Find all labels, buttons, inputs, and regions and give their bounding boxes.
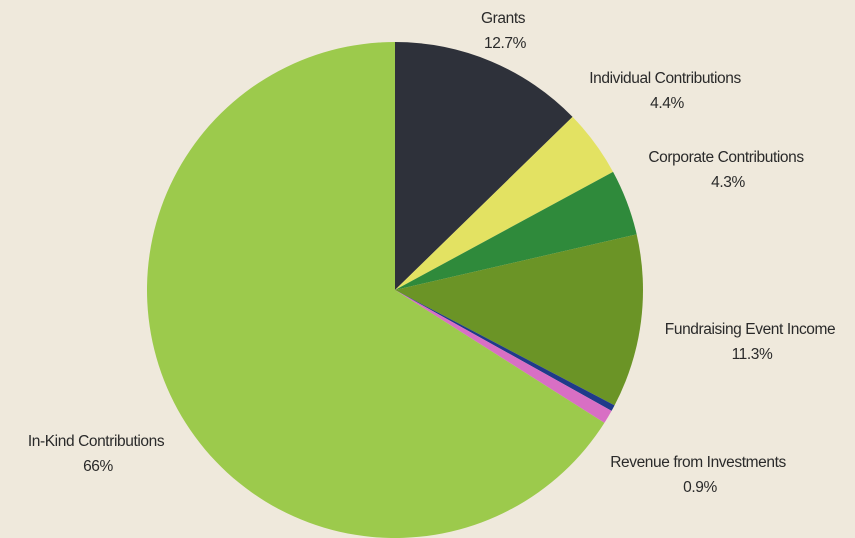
slice-fundraising-event-income (395, 234, 643, 406)
label-revenue-from-investments: Revenue from Investments 0.9% (610, 454, 790, 496)
slice-corporate-contributions (395, 171, 637, 290)
label-corporate-contributions: Corporate Contributions 4.3% (648, 149, 807, 191)
slice-unlabeled (395, 290, 615, 411)
label-fundraising-event-income: Fundraising Event Income 11.3% (665, 321, 839, 363)
slice-in-kind-contributions (146, 42, 605, 538)
pie-slices (146, 42, 643, 538)
slice-revenue-from-investments (395, 290, 612, 423)
label-grants-name: Grants 12.7% (481, 10, 529, 52)
slice-individual-contributions (395, 116, 614, 290)
pie-labels: Grants 12.7% Individual Contributions 4.… (28, 10, 839, 496)
label-in-kind-contributions: In-Kind Contributions 66% (28, 433, 168, 475)
slice-grants (395, 42, 573, 290)
label-individual-contributions: Individual Contributions 4.4% (589, 70, 744, 112)
